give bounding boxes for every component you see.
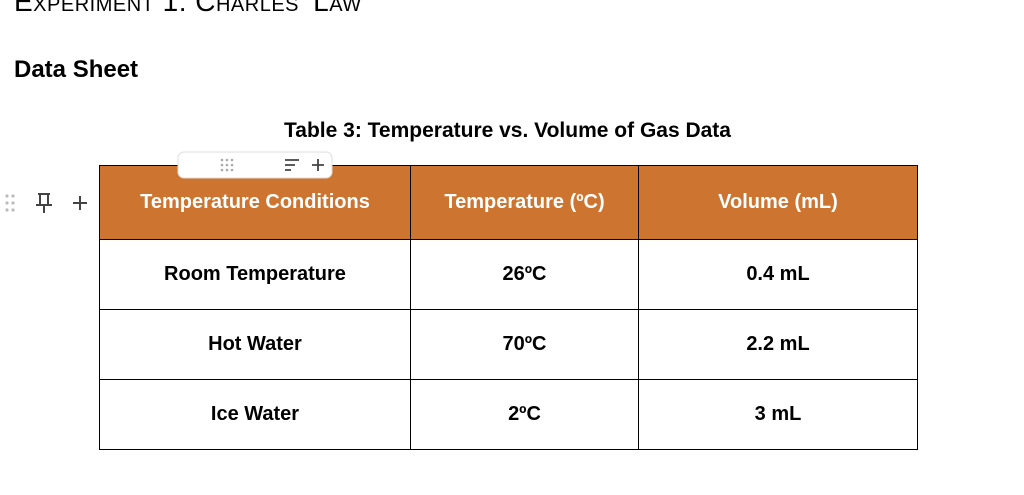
table-row: Ice Water 2ºC 3 mL bbox=[99, 379, 918, 450]
row-drag-handle[interactable] bbox=[5, 194, 15, 212]
cell: 70ºC bbox=[410, 309, 639, 380]
table-row: Room Temperature 26ºC 0.4 mL bbox=[99, 239, 918, 310]
table-row: Hot Water 70ºC 2.2 mL bbox=[99, 309, 918, 380]
cell: 3 mL bbox=[638, 379, 918, 450]
page-title: Experiment 1: Charles' Law bbox=[14, 0, 362, 17]
add-row-icon[interactable] bbox=[73, 196, 87, 210]
pin-icon[interactable] bbox=[36, 193, 52, 213]
column-header: Temperature Conditions bbox=[99, 165, 411, 240]
cell: Ice Water bbox=[99, 379, 411, 450]
data-table: Temperature Conditions Temperature (ºC) … bbox=[99, 165, 918, 450]
cell: Room Temperature bbox=[99, 239, 411, 310]
cell: 2ºC bbox=[410, 379, 639, 450]
cell: 2.2 mL bbox=[638, 309, 918, 380]
column-header: Volume (mL) bbox=[638, 165, 918, 240]
column-header: Temperature (ºC) bbox=[410, 165, 639, 240]
table-caption: Table 3: Temperature vs. Volume of Gas D… bbox=[284, 119, 731, 142]
section-heading: Data Sheet bbox=[14, 56, 139, 83]
cell: 0.4 mL bbox=[638, 239, 918, 310]
cell: 26ºC bbox=[410, 239, 639, 310]
header-row: Temperature Conditions Temperature (ºC) … bbox=[99, 165, 918, 240]
cell: Hot Water bbox=[99, 309, 411, 380]
